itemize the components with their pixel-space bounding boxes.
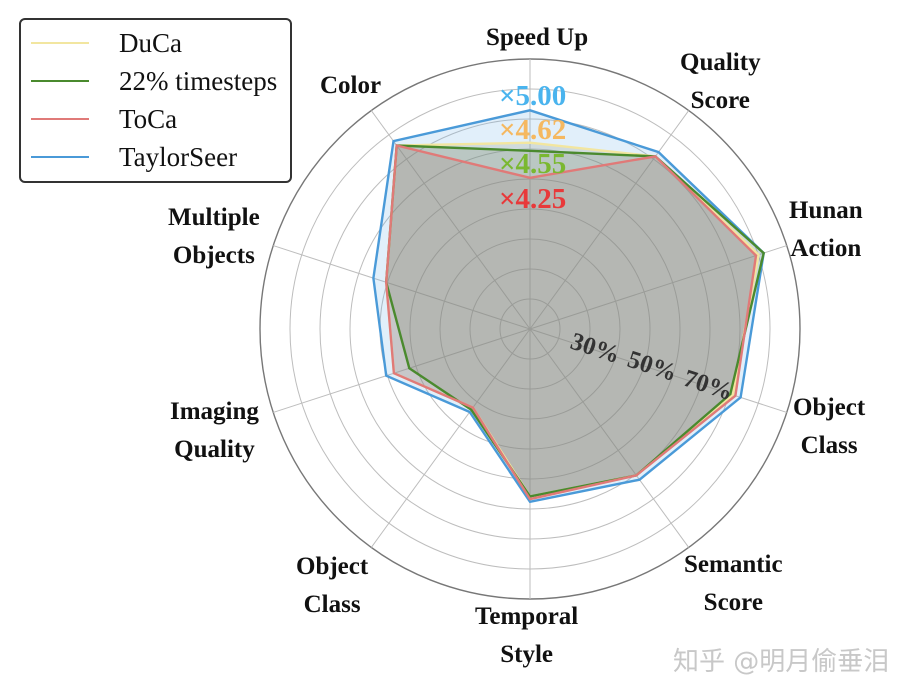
- legend-swatch-duca: [31, 42, 89, 44]
- axis-label-line: Style: [500, 641, 554, 668]
- axis-label-line: Objects: [172, 242, 255, 269]
- axis-label-line: Quality: [174, 436, 255, 463]
- axis-label-speed-up: Speed Up: [486, 24, 589, 51]
- speed-annotation-duca: ×4.62: [499, 114, 567, 146]
- axis-label-object-class-right: Object Class: [793, 389, 865, 465]
- legend-label: ToCa: [119, 103, 178, 134]
- axis-label-semantic-score: Semantic Score: [684, 546, 783, 622]
- axis-label-line: Class: [800, 432, 858, 459]
- legend-item-taylorseer: TaylorSeer: [31, 138, 237, 176]
- legend-label: 22% timesteps: [119, 65, 278, 96]
- axis-label-multiple-objects: Multiple Objects: [168, 199, 260, 275]
- axis-label-object-class-left: Object Class: [296, 548, 368, 624]
- axis-label-temporal-style: Temporal Style: [475, 598, 578, 674]
- axis-label-line: Action: [790, 235, 862, 262]
- axis-label-line: Object: [793, 394, 866, 421]
- axis-label-line: Hunan: [789, 197, 863, 224]
- legend-label: TaylorSeer: [119, 141, 238, 172]
- legend: DuCa 22% timesteps ToCa TaylorSeer: [19, 18, 292, 183]
- axis-label-imaging-quality: Imaging Quality: [170, 393, 259, 469]
- axis-label-hunan-action: Hunan Action: [789, 192, 863, 268]
- legend-swatch-toca: [31, 118, 89, 120]
- axis-label-line: Score: [703, 589, 763, 616]
- speed-annotation-toca: ×4.25: [499, 183, 567, 215]
- axis-label-quality-score: Quality Score: [680, 44, 761, 120]
- watermark: 知乎 @明月偷垂泪: [673, 647, 890, 677]
- axis-label-line: Temporal: [475, 603, 579, 630]
- legend-swatch-taylorseer: [31, 156, 89, 158]
- radar-series: [372, 109, 766, 504]
- legend-label: DuCa: [119, 27, 182, 58]
- axis-label-line: Score: [690, 87, 750, 114]
- legend-item-22-timesteps: 22% timesteps: [31, 62, 277, 100]
- axis-label-line: Imaging: [170, 398, 259, 425]
- legend-item-toca: ToCa: [31, 100, 177, 138]
- axis-label-line: Multiple: [168, 204, 260, 231]
- speed-annotation-taylorseer: ×5.00: [499, 80, 567, 112]
- speed-annotation-22-timesteps: ×4.55: [499, 148, 567, 180]
- axis-label-line: Class: [303, 591, 361, 618]
- legend-item-duca: DuCa: [31, 24, 182, 62]
- axis-label-color: Color: [320, 72, 382, 99]
- axis-label-line: Semantic: [684, 551, 783, 578]
- legend-swatch-22-timesteps: [31, 80, 89, 82]
- axis-label-line: Quality: [680, 49, 761, 76]
- axis-label-line: Object: [296, 553, 369, 580]
